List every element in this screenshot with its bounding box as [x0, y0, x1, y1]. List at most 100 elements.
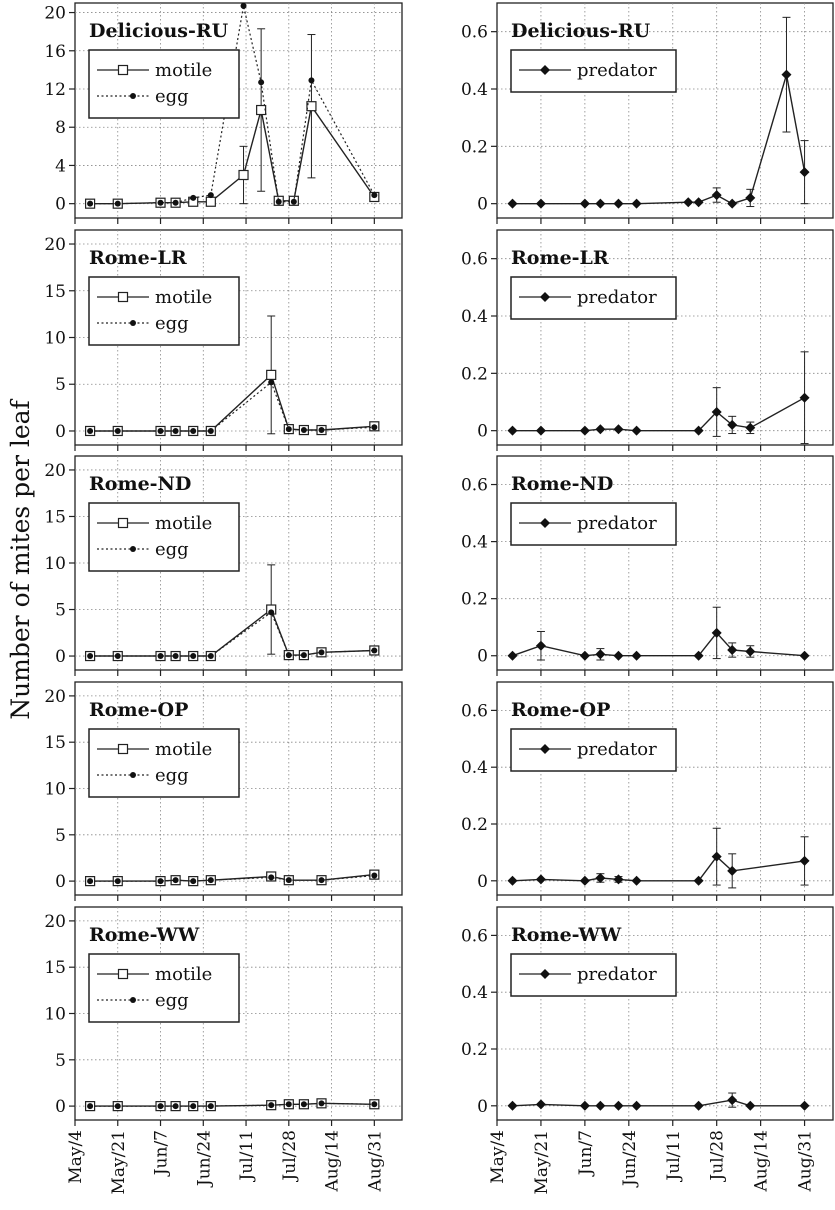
data-point [157, 1103, 164, 1110]
data-point [157, 653, 164, 660]
y-tick-label: 0 [477, 647, 488, 667]
legend-label: predator [577, 287, 657, 308]
series-predator [507, 16, 810, 209]
data-point [207, 1103, 214, 1110]
data-point [613, 198, 624, 209]
data-point [207, 653, 214, 660]
data-point [266, 369, 277, 380]
data-point [371, 1101, 378, 1108]
y-tick-label: 0 [477, 1097, 488, 1117]
data-point [683, 197, 694, 208]
data-point [371, 424, 378, 431]
legend-marker [117, 968, 129, 980]
legend-label: predator [577, 513, 657, 534]
data-point [371, 872, 378, 879]
y-tick-label: 0 [55, 872, 66, 892]
data-point [172, 877, 179, 884]
legend-marker [117, 291, 129, 303]
legend: motile egg [88, 502, 240, 572]
legend-label: motile [155, 60, 212, 81]
legend: motile egg [88, 953, 240, 1023]
legend-label: egg [155, 990, 189, 1011]
series-egg [87, 872, 378, 885]
data-point [268, 609, 275, 616]
data-point [190, 653, 197, 660]
data-point [727, 1095, 738, 1106]
data-point [631, 875, 642, 886]
y-tick-label: 5 [55, 1051, 66, 1071]
y-tick-label: 15 [44, 958, 66, 978]
data-point [507, 650, 518, 661]
x-tick-label: Jul/11 [237, 1130, 257, 1183]
y-tick-label: 0.6 [461, 23, 488, 43]
panel-title: Rome-WW [511, 924, 622, 946]
panel-rome-lr-left: 0 5 10 15 20 Rome-LR motile egg [44, 229, 403, 451]
y-tick-label: 15 [44, 282, 66, 302]
data-point [308, 77, 315, 84]
legend-label: motile [155, 739, 212, 760]
panel-title: Rome-OP [89, 699, 188, 721]
data-point [613, 874, 624, 885]
y-tick-label: 5 [55, 375, 66, 395]
data-point [157, 878, 164, 885]
x-tick-label: May/21 [532, 1130, 552, 1195]
x-tick-label: Jul/28 [708, 1130, 728, 1183]
legend-label: predator [577, 60, 657, 81]
plot-frame [496, 681, 834, 896]
data-point [535, 425, 546, 436]
data-point [285, 877, 292, 884]
panel-rome-ww-right: 0 0.2 0.4 0.6 May/4 May/21 Jun/7 Jun/24 Jul/11 Ju… [461, 906, 834, 1195]
data-point [631, 198, 642, 209]
legend-label: motile [155, 287, 212, 308]
plot-frame [496, 229, 834, 446]
data-point [190, 427, 197, 434]
data-point [631, 650, 642, 661]
data-point [275, 198, 282, 205]
data-point [114, 200, 121, 207]
data-point [157, 199, 164, 206]
y-tick-label: 0 [477, 422, 488, 442]
legend-box [510, 728, 677, 772]
legend-box [88, 953, 240, 1023]
data-point [268, 379, 275, 386]
legend: motile egg [88, 728, 240, 798]
data-point [371, 192, 378, 199]
data-point [300, 427, 307, 434]
y-tick-label: 8 [55, 118, 66, 138]
x-tick-label: Jun/7 [152, 1130, 172, 1177]
y-tick-label: 0 [477, 872, 488, 892]
panel-title: Rome-ND [89, 473, 191, 495]
y-tick-label: 15 [44, 507, 66, 527]
data-point [799, 855, 810, 866]
data-point [256, 104, 267, 116]
panel-title: Delicious-RU [89, 20, 229, 42]
legend: predator [510, 728, 677, 772]
series-predator [507, 1092, 810, 1111]
y-tick-label: 16 [44, 42, 66, 62]
x-tick-label: Aug/31 [796, 1130, 816, 1192]
data-point [595, 872, 606, 883]
y-tick-label: 0.4 [461, 983, 488, 1003]
y-tick-label: 0.6 [461, 701, 488, 721]
data-point [190, 1103, 197, 1110]
legend-label: egg [155, 765, 189, 786]
legend-marker [130, 772, 136, 778]
data-point [190, 194, 197, 201]
legend: predator [510, 276, 677, 320]
data-point [172, 427, 179, 434]
panel-delicious-ru-left: 0 4 8 12 16 20 Delicious-RU motile egg [44, 2, 403, 224]
y-tick-label: 0.2 [461, 815, 488, 835]
data-point [157, 427, 164, 434]
legend-box [88, 276, 240, 346]
plot-frame [496, 455, 834, 671]
data-point [711, 851, 722, 862]
plot-frame [496, 2, 834, 219]
data-point [172, 1103, 179, 1110]
data-point [631, 1100, 642, 1111]
x-tick-label: Jun/7 [576, 1130, 596, 1177]
x-tick-label: Aug/14 [323, 1130, 343, 1192]
data-point [207, 877, 214, 884]
data-point [579, 198, 590, 209]
data-point [535, 874, 546, 885]
legend-box [88, 728, 240, 798]
